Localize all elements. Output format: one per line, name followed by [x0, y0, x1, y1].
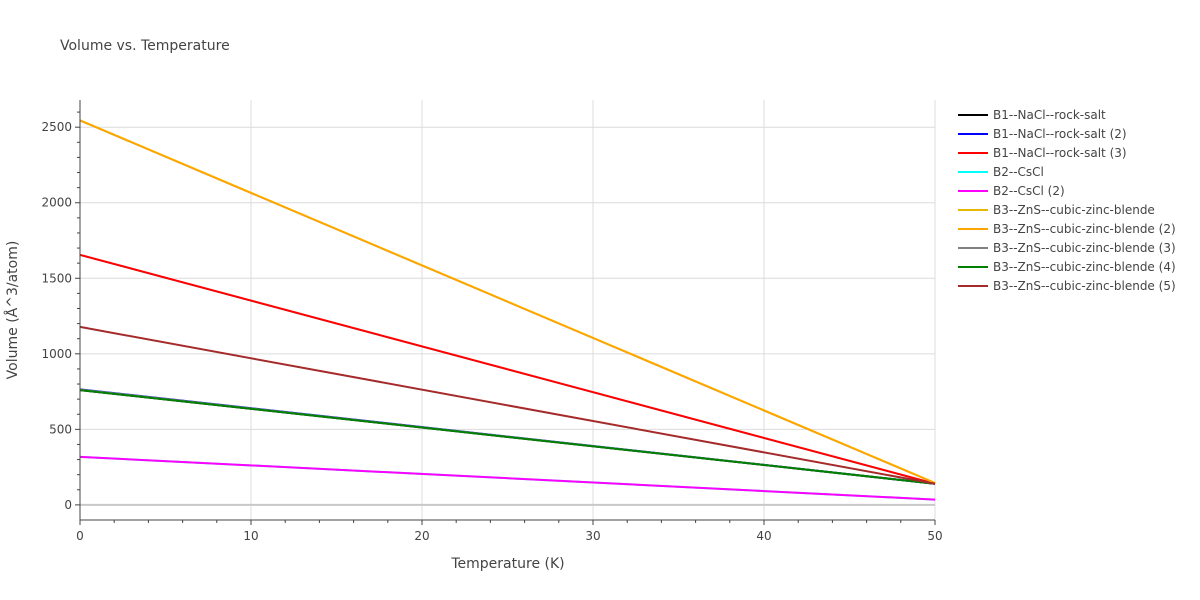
x-axis-ticks: 0 10 20 30 40 50 — [76, 529, 942, 543]
legend: B1--NaCl--rock-salt B1--NaCl--rock-salt (… — [958, 108, 1176, 293]
series-line-9 — [79, 389, 936, 485]
x-tick-label: 40 — [756, 529, 771, 543]
y-tick-label: 0 — [64, 498, 72, 512]
axes — [75, 100, 936, 525]
y-axis-title: Volume (Å^3/atom) — [4, 241, 21, 380]
legend-label: B1--NaCl--rock-salt (3) — [993, 146, 1127, 160]
legend-label: B3--ZnS--cubic-zinc-blende (4) — [993, 260, 1176, 274]
y-tick-label: 500 — [49, 422, 72, 436]
y-axis-ticks: 0 500 1000 1500 2000 2500 — [41, 120, 72, 512]
series-line-10 — [79, 325, 936, 485]
legend-label: B3--ZnS--cubic-zinc-blende (3) — [993, 241, 1176, 255]
y-tick-label: 1500 — [41, 271, 72, 285]
x-tick-label: 0 — [76, 529, 84, 543]
chart-title: Volume vs. Temperature — [60, 38, 230, 54]
plot-area — [79, 119, 936, 501]
x-tick-label: 10 — [243, 529, 258, 543]
legend-label: B2--CsCl (2) — [993, 184, 1065, 198]
y-tick-label: 2000 — [41, 196, 72, 210]
x-tick-label: 30 — [585, 529, 600, 543]
legend-label: B3--ZnS--cubic-zinc-blende (5) — [993, 279, 1176, 293]
grid — [79, 100, 936, 520]
series-line-3 — [79, 253, 936, 485]
x-tick-label: 20 — [414, 529, 429, 543]
legend-label: B1--NaCl--rock-salt (2) — [993, 127, 1127, 141]
x-tick-label: 50 — [927, 529, 942, 543]
legend-label: B2--CsCl — [993, 165, 1044, 179]
legend-label: B1--NaCl--rock-salt — [993, 108, 1106, 122]
series-line-7 — [79, 119, 936, 484]
legend-label: B3--ZnS--cubic-zinc-blende (2) — [993, 222, 1176, 236]
x-axis-title: Temperature (K) — [450, 556, 564, 572]
y-tick-label: 1000 — [41, 347, 72, 361]
y-tick-label: 2500 — [41, 120, 72, 134]
legend-label: B3--ZnS--cubic-zinc-blende — [993, 203, 1155, 217]
series-line-5 — [79, 455, 936, 501]
